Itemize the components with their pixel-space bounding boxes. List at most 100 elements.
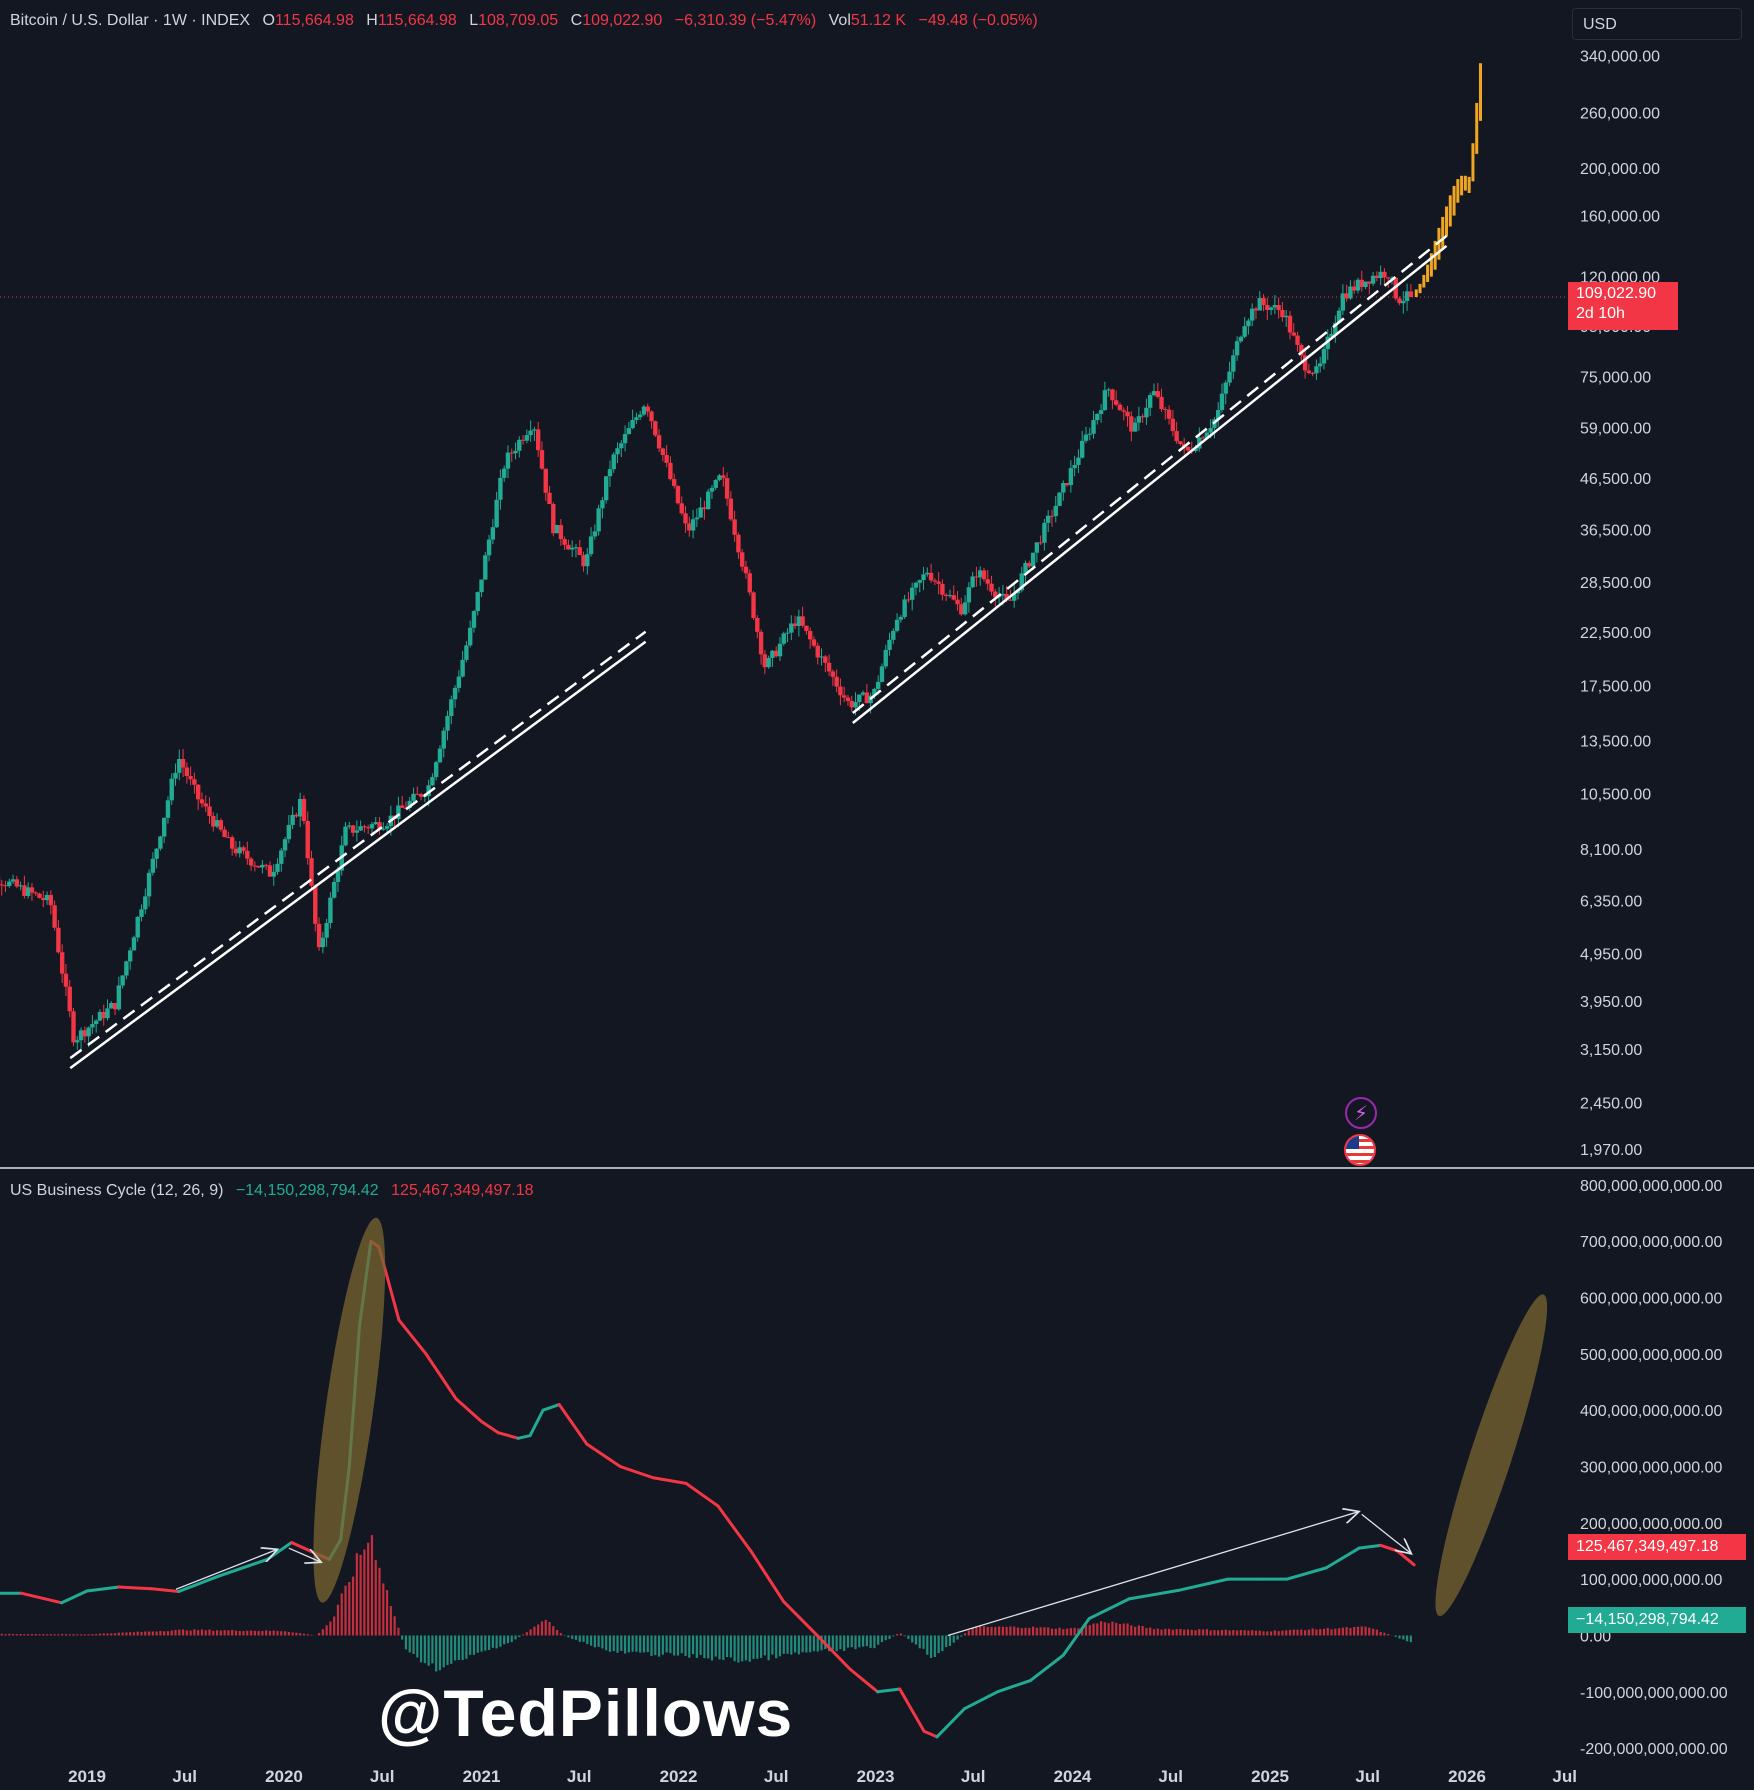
price-axis-label: 6,350.00 xyxy=(1580,893,1642,910)
candle xyxy=(1170,410,1176,437)
candle-body xyxy=(1117,404,1123,411)
candle xyxy=(649,410,654,429)
candle xyxy=(637,410,643,420)
annotation-arrow xyxy=(288,1547,321,1562)
candle xyxy=(384,822,390,834)
candle-body xyxy=(513,450,518,454)
candle xyxy=(1053,496,1058,523)
candle-body xyxy=(354,830,360,833)
candle xyxy=(758,629,764,665)
oscillator-line-segment xyxy=(541,1403,561,1412)
candle-body xyxy=(1367,281,1372,284)
candle-body xyxy=(430,776,435,786)
candle-body xyxy=(815,645,820,658)
candle xyxy=(615,442,620,464)
candle-body xyxy=(630,420,635,429)
candle xyxy=(445,710,450,741)
candle-body xyxy=(1023,563,1028,574)
candle xyxy=(245,841,250,865)
volume-value: 51.12 K xyxy=(850,12,907,29)
candle-body xyxy=(199,799,205,804)
candle xyxy=(1147,392,1153,417)
candle-body xyxy=(135,916,140,938)
candle xyxy=(350,824,356,837)
open-label: O xyxy=(262,12,275,29)
candle xyxy=(943,593,949,602)
us-flag-icon[interactable] xyxy=(1344,1134,1376,1166)
candle-body xyxy=(849,700,854,708)
change-value: −6,310.39 (−5.47%) xyxy=(674,12,817,29)
candle xyxy=(709,484,715,499)
candle-body xyxy=(1318,363,1323,367)
candle-body xyxy=(645,406,650,412)
candle-body xyxy=(1272,305,1278,308)
candle xyxy=(1382,268,1387,286)
candle-body xyxy=(1231,355,1236,372)
candle xyxy=(928,563,934,583)
candle-body xyxy=(0,884,4,886)
candle-body xyxy=(569,547,575,550)
bolt-icon[interactable]: ⚡ xyxy=(1345,1097,1377,1129)
candle-body xyxy=(59,952,65,974)
candle xyxy=(275,858,280,875)
candle xyxy=(226,831,231,839)
candle xyxy=(381,822,386,831)
oscillator-line-segment xyxy=(848,1667,880,1694)
candle xyxy=(1166,405,1172,425)
candle xyxy=(101,1004,106,1026)
candle-body xyxy=(755,617,760,632)
candle-body xyxy=(86,1027,91,1037)
price-axis-label: 260,000.00 xyxy=(1580,106,1660,123)
candle-body xyxy=(18,885,23,887)
candle xyxy=(1023,560,1028,584)
candle xyxy=(588,527,594,557)
price-axis-label: 22,500.00 xyxy=(1580,625,1651,642)
candle xyxy=(418,792,424,801)
oscillator-line-segment xyxy=(177,1574,220,1594)
candle-body xyxy=(1008,599,1013,601)
oscillator-axis-label: 400,000,000,000.00 xyxy=(1580,1403,1722,1420)
candle-body xyxy=(396,805,401,820)
candle-body xyxy=(857,694,862,702)
oscillator-line-segment xyxy=(454,1397,484,1423)
candle-body xyxy=(192,779,197,785)
candle xyxy=(441,727,446,758)
candle-body xyxy=(785,632,790,634)
candle xyxy=(539,441,545,470)
candle-body xyxy=(906,599,911,601)
last-price-value: 109,022.90 xyxy=(1576,285,1657,302)
currency-selector[interactable]: USD xyxy=(1572,8,1742,40)
candle-body xyxy=(1340,293,1346,311)
candle xyxy=(177,749,182,781)
annotation-arrow xyxy=(175,1549,277,1590)
candle xyxy=(218,818,224,832)
candle-body xyxy=(33,892,38,894)
candle-body xyxy=(1034,542,1040,553)
candle-body xyxy=(777,643,783,657)
time-axis-label: 2019 xyxy=(68,1767,106,1786)
candle-body xyxy=(90,1024,95,1028)
candle-body xyxy=(399,805,405,808)
candle xyxy=(755,615,760,639)
candle-body xyxy=(668,462,673,480)
candle xyxy=(879,663,885,683)
candle-body xyxy=(1004,593,1009,600)
candle xyxy=(569,540,575,557)
candle-body xyxy=(1238,336,1244,342)
volume-change: −49.48 (−0.05%) xyxy=(918,12,1038,29)
oscillator-line-segment xyxy=(496,1431,520,1440)
candle xyxy=(562,536,567,550)
candle-body xyxy=(150,858,156,873)
candle-body xyxy=(1053,505,1058,517)
oscillator-line-segment xyxy=(995,1679,1032,1694)
candle xyxy=(1401,291,1406,314)
candle-body xyxy=(93,1020,99,1025)
candle-body xyxy=(120,975,125,986)
candle xyxy=(705,488,711,510)
candle-body xyxy=(743,566,749,574)
candle xyxy=(1280,301,1285,322)
candle-body xyxy=(1166,409,1172,419)
candle xyxy=(1125,405,1130,427)
oscillator-line-segment xyxy=(557,1403,589,1446)
